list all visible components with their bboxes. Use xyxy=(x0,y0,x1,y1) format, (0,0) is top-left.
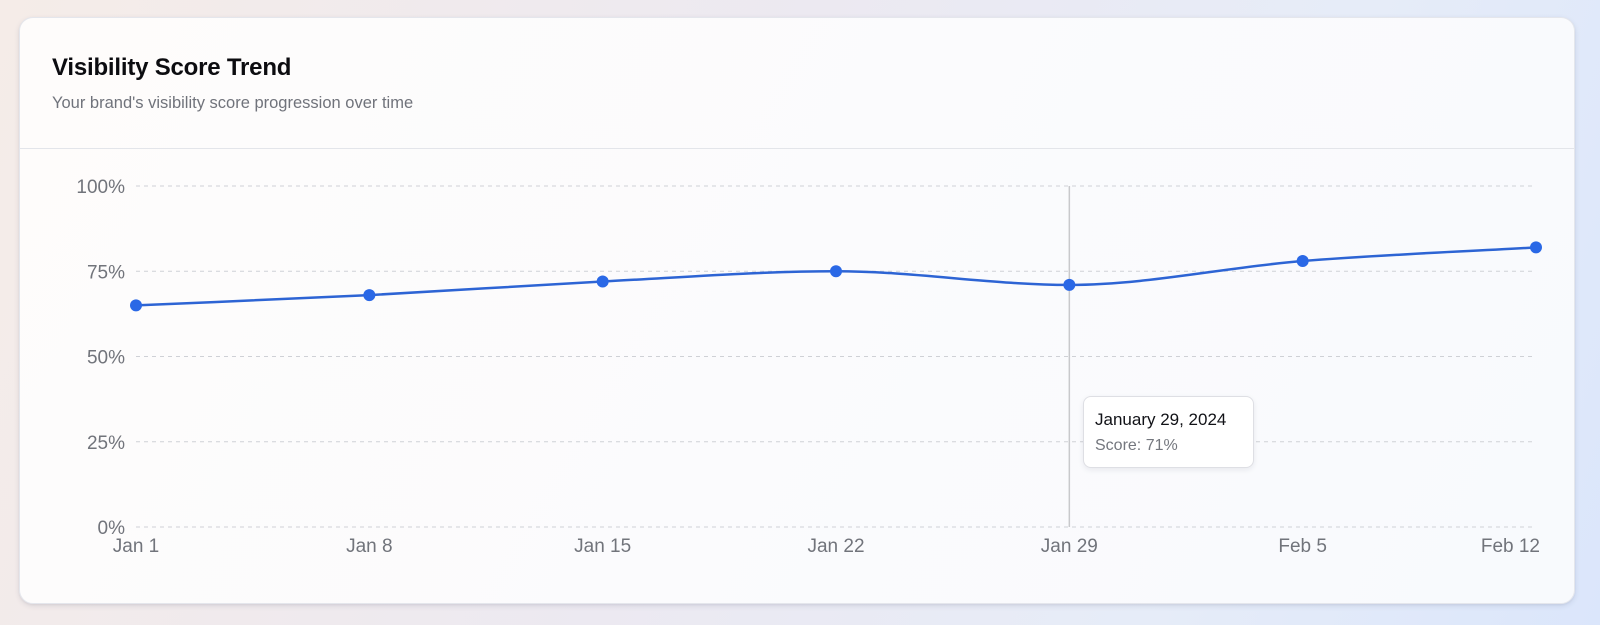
chart-card: Visibility Score Trend Your brand's visi… xyxy=(19,17,1575,604)
y-tick-label: 50% xyxy=(87,348,125,369)
x-tick-label: Jan 15 xyxy=(574,536,631,557)
x-tick-label: Jan 22 xyxy=(807,536,864,557)
page-title: Visibility Score Trend xyxy=(52,54,292,81)
y-tick-label: 100% xyxy=(76,177,125,198)
x-tick-label: Jan 1 xyxy=(113,536,159,557)
data-point xyxy=(1296,255,1309,268)
y-tick-label: 75% xyxy=(87,262,125,283)
card-header: Visibility Score Trend Your brand's visi… xyxy=(20,18,1574,149)
page-subtitle: Your brand's visibility score progressio… xyxy=(52,94,414,112)
x-tick-label: Jan 29 xyxy=(1041,536,1098,557)
x-tick-label: Feb 12 xyxy=(1481,536,1540,557)
data-point xyxy=(130,299,142,312)
y-tick-label: 25% xyxy=(87,433,125,454)
data-point xyxy=(830,265,842,278)
data-point xyxy=(596,275,609,288)
tooltip-date: January 29, 2024 xyxy=(1095,410,1227,429)
tooltip-score: Score: 71% xyxy=(1095,437,1178,454)
x-tick-label: Jan 8 xyxy=(346,536,392,557)
data-point xyxy=(1530,241,1542,254)
data-point xyxy=(1063,278,1076,291)
chart-tooltip: January 29, 2024 Score: 71% xyxy=(1083,396,1254,468)
y-tick-label: 0% xyxy=(98,518,126,539)
x-tick-label: Feb 5 xyxy=(1278,536,1327,557)
data-point xyxy=(363,289,376,302)
